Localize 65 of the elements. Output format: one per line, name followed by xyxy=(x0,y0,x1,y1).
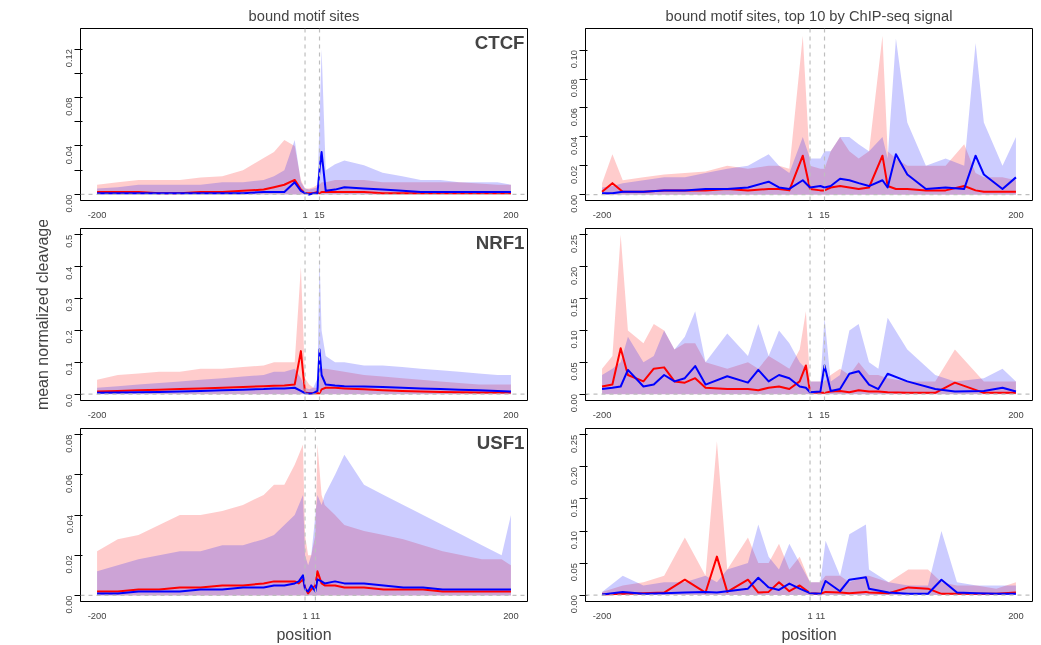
y-tick-label: 0.00 xyxy=(569,394,580,413)
x-tick-label: 200 xyxy=(503,610,519,621)
x-tick-label: 1 xyxy=(807,610,813,621)
y-tick-label: 0.10 xyxy=(569,50,580,69)
y-tick-label: 0.00 xyxy=(64,194,75,213)
x-tick-label: -200 xyxy=(87,409,107,420)
y-axis-title: mean normalized cleavage xyxy=(33,218,51,411)
x-tick-label: -200 xyxy=(592,610,612,621)
y-tick-label: 0.02 xyxy=(64,555,75,574)
y-tick-label: 0.08 xyxy=(569,79,580,98)
x-tick-label: -200 xyxy=(87,209,107,220)
y-tick-label: 0.0 xyxy=(64,394,75,408)
annotation: USF1 xyxy=(476,431,525,453)
y-tick-label: 0.4 xyxy=(64,266,75,280)
y-tick-label: 0.10 xyxy=(569,330,580,349)
y-tick-label: 0.15 xyxy=(569,498,580,518)
y-tick-label: 0.10 xyxy=(569,531,580,550)
y-tick-label: 0.00 xyxy=(569,595,580,614)
x-tick-label: -200 xyxy=(592,409,612,420)
x-tick-label: 1 xyxy=(807,409,813,420)
x-tick-label: 200 xyxy=(503,409,519,420)
x-tick-label: 1 xyxy=(302,610,308,621)
x-tick-label: 15 xyxy=(819,209,830,220)
annotation: CTCF xyxy=(474,31,525,53)
x-tick-label: 200 xyxy=(503,209,519,220)
x-tick-label: 11 xyxy=(815,610,826,621)
x-tick-label: 15 xyxy=(314,409,325,420)
y-tick-label: 0.20 xyxy=(569,266,580,285)
y-tick-label: 0.5 xyxy=(64,234,75,248)
x-axis-title: position xyxy=(781,625,837,643)
y-tick-label: 0.00 xyxy=(64,595,75,614)
y-tick-label: 0.05 xyxy=(569,362,580,381)
y-tick-label: 0.08 xyxy=(64,97,75,116)
y-tick-label: 0.1 xyxy=(64,362,75,376)
x-tick-label: -200 xyxy=(87,610,107,621)
y-tick-label: 0.3 xyxy=(64,298,75,312)
y-tick-label: 0.25 xyxy=(569,434,580,454)
y-tick-label: 0.25 xyxy=(569,234,580,254)
x-axis-title: position xyxy=(276,625,332,643)
y-tick-label: 0.04 xyxy=(64,145,75,165)
x-tick-label: -200 xyxy=(592,209,612,220)
y-tick-label: 0.00 xyxy=(569,194,580,213)
x-tick-label: 1 xyxy=(807,209,813,220)
y-tick-label: 0.06 xyxy=(569,107,580,127)
x-tick-label: 200 xyxy=(1008,209,1024,220)
x-tick-label: 15 xyxy=(819,409,830,420)
x-tick-label: 15 xyxy=(314,209,325,220)
y-tick-label: 0.08 xyxy=(64,434,75,453)
chart-title: bound motif sites, top 10 by ChIP-seq signal xyxy=(665,7,953,24)
x-tick-label: 200 xyxy=(1008,610,1024,621)
y-tick-label: 0.2 xyxy=(64,330,75,344)
x-tick-label: 200 xyxy=(1008,409,1024,420)
x-tick-label: 11 xyxy=(310,610,321,621)
x-tick-label: 1 xyxy=(302,209,308,220)
y-tick-label: 0.05 xyxy=(569,563,580,582)
y-tick-label: 0.06 xyxy=(64,474,75,493)
y-tick-label: 0.04 xyxy=(64,515,75,534)
chart-title: bound motif sites xyxy=(248,7,360,24)
y-tick-label: 0.02 xyxy=(569,165,580,184)
y-tick-label: 0.12 xyxy=(64,49,75,68)
y-tick-label: 0.20 xyxy=(569,466,580,486)
y-tick-label: 0.04 xyxy=(569,136,580,156)
x-tick-label: 1 xyxy=(302,409,308,420)
annotation: NRF1 xyxy=(475,231,525,253)
y-tick-label: 0.15 xyxy=(569,298,580,317)
